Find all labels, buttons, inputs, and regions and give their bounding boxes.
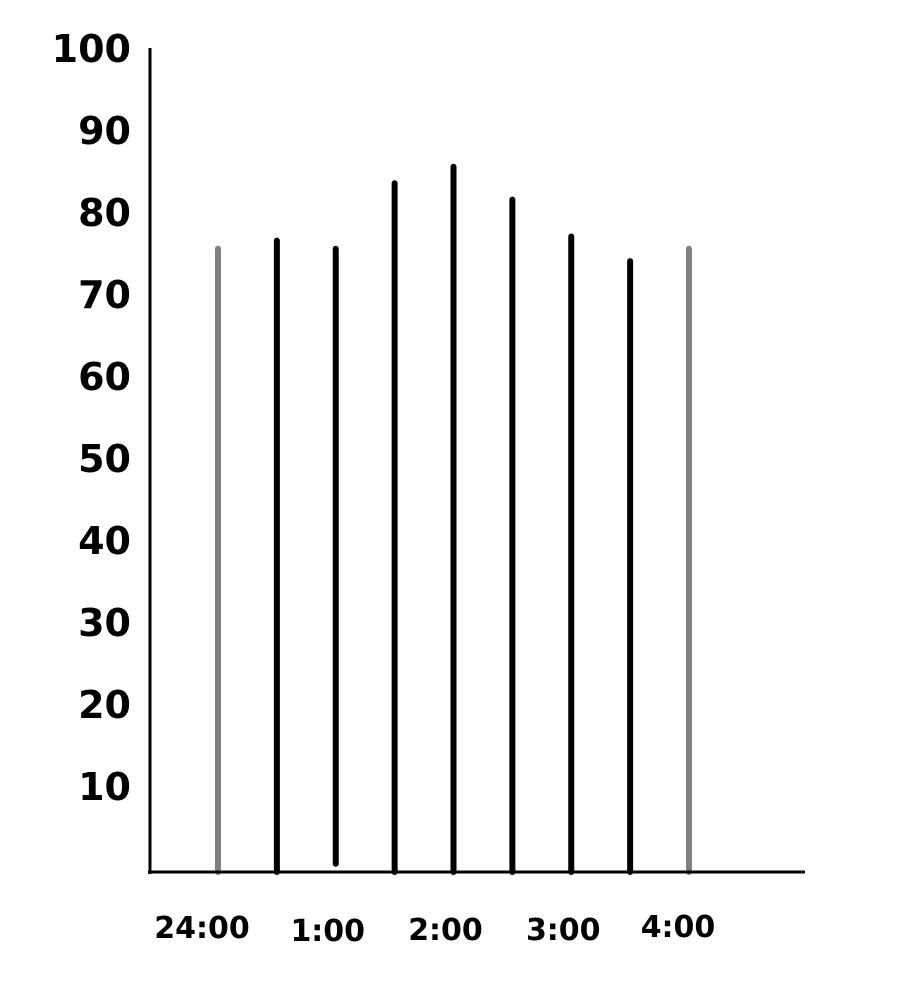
y-tick-label-80: 80 <box>78 191 131 235</box>
y-tick-label-20: 20 <box>78 683 131 727</box>
x-tick-label-1: 1:00 <box>290 914 365 949</box>
y-tick-label-50: 50 <box>78 437 131 481</box>
y-tick-label-10: 10 <box>78 765 131 809</box>
x-tick-label-0: 24:00 <box>154 911 250 946</box>
x-tick-label-4: 4:00 <box>641 910 716 945</box>
y-tick-label-60: 60 <box>78 355 131 399</box>
x-tick-label-2: 2:00 <box>408 913 483 948</box>
y-tick-label-70: 70 <box>78 273 131 317</box>
x-axis-tick-labels: 24:00 1:00 2:00 3:00 4:00 <box>154 910 715 949</box>
y-tick-label-100: 100 <box>52 27 131 71</box>
bars-group <box>215 163 692 875</box>
x-tick-label-3: 3:00 <box>526 913 601 948</box>
y-tick-label-90: 90 <box>78 109 131 153</box>
y-tick-label-30: 30 <box>78 601 131 645</box>
y-axis-tick-labels: 10 20 30 40 50 60 70 80 90 100 <box>52 27 131 809</box>
y-tick-label-40: 40 <box>78 519 131 563</box>
